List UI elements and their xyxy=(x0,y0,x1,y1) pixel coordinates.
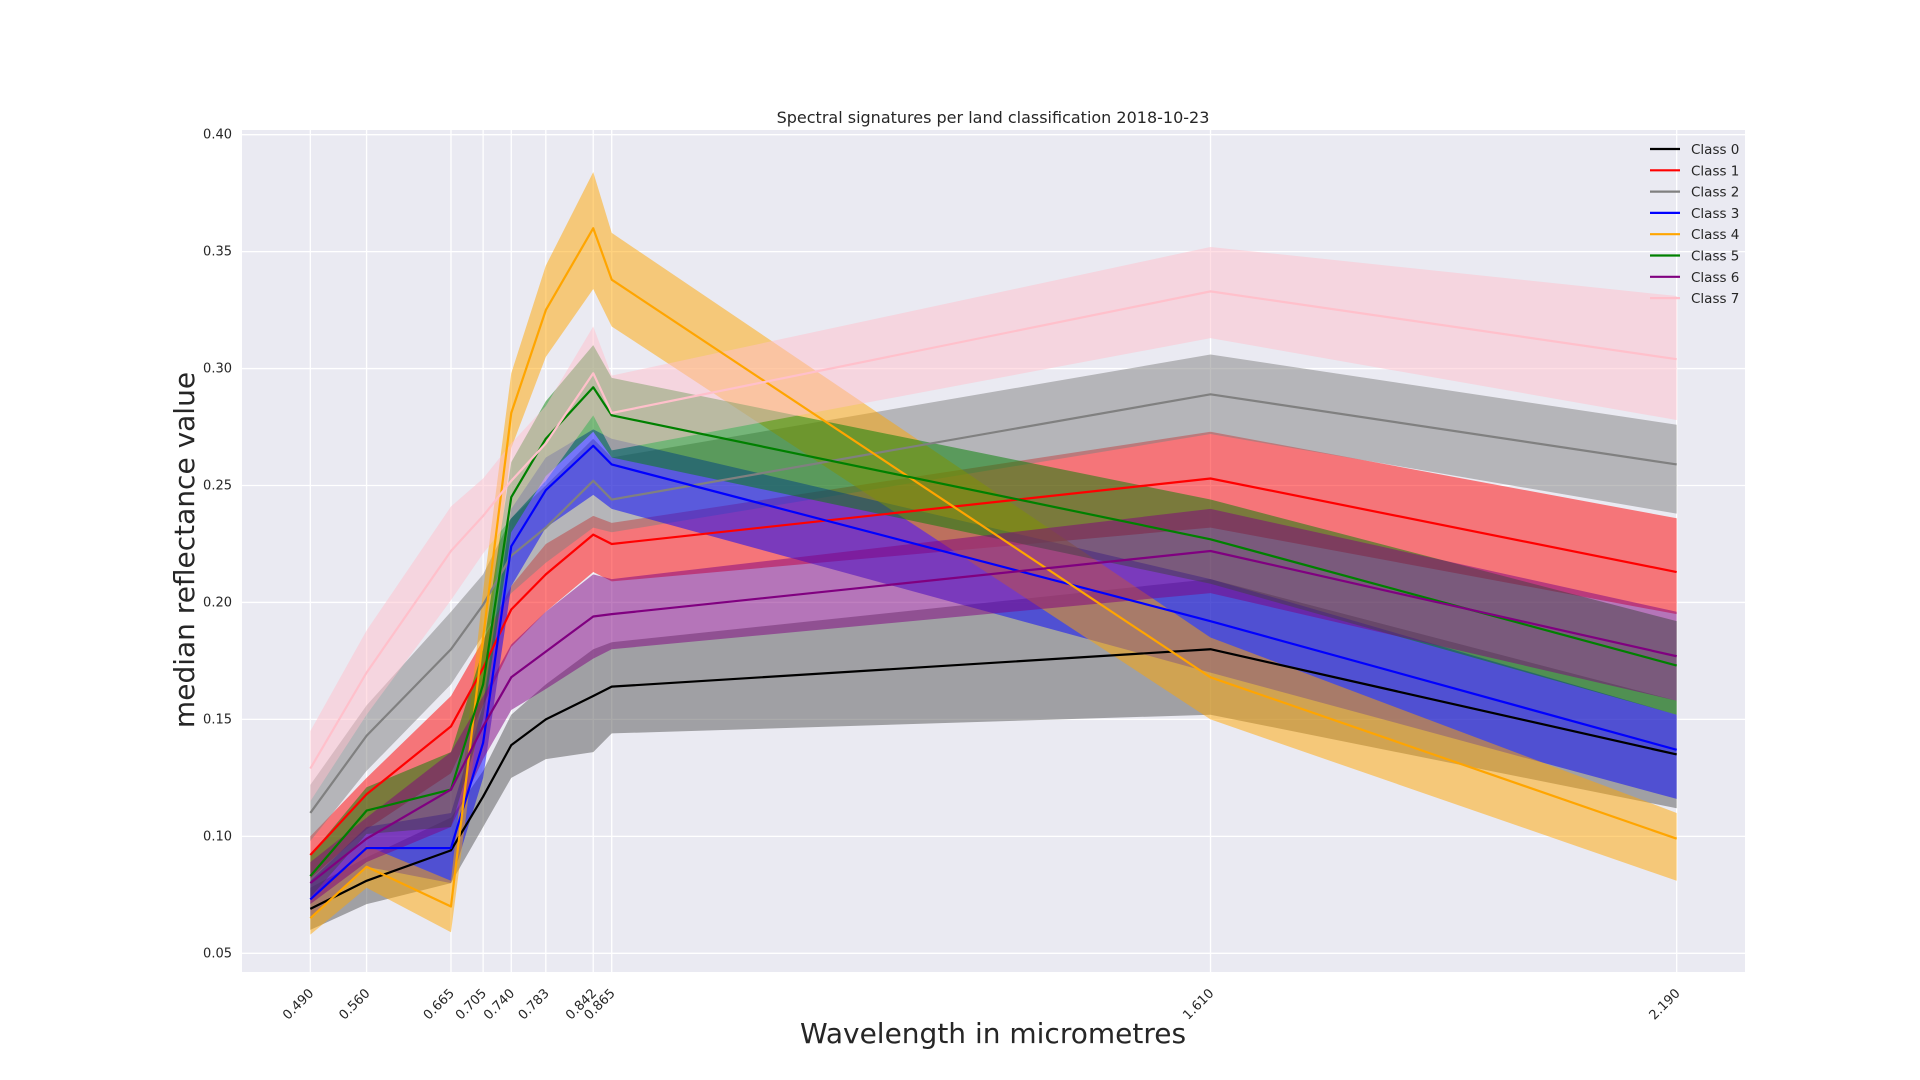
series-line-class-4 xyxy=(309,227,1678,920)
series-line-class-5 xyxy=(309,386,1677,877)
legend-label: Class 2 xyxy=(1691,185,1739,201)
series-line-class-1 xyxy=(309,477,1677,856)
series-line-class-3 xyxy=(309,444,1677,901)
legend-label: Class 1 xyxy=(1691,163,1739,179)
x-tick-label: 0.560 xyxy=(336,986,373,1023)
legend-label: Class 7 xyxy=(1691,291,1739,307)
legend-label: Class 0 xyxy=(1691,142,1739,158)
y-tick-label: 0.35 xyxy=(203,245,232,260)
x-tick-label: 2.190 xyxy=(1647,986,1684,1023)
y-tick-label: 0.10 xyxy=(203,829,232,844)
legend-label: Class 6 xyxy=(1691,270,1739,286)
legend-label: Class 4 xyxy=(1691,227,1739,243)
series-line-class-2 xyxy=(309,393,1677,814)
legend-label: Class 5 xyxy=(1691,249,1739,265)
chart-title: Spectral signatures per land classificat… xyxy=(777,108,1210,127)
y-tick-label: 0.25 xyxy=(203,479,232,494)
series-lines xyxy=(309,227,1678,920)
error-band-class-6 xyxy=(310,508,1677,905)
y-tick-label: 0.20 xyxy=(203,595,232,610)
legend: Class 0 Class 1 Class 2 Class 3 Class 4 Class… xyxy=(1650,142,1739,307)
x-tick-label: 0.783 xyxy=(516,986,553,1023)
y-axis-label: median reflectance value xyxy=(168,372,201,728)
x-tick-label: 0.705 xyxy=(453,986,490,1023)
y-tick-label: 0.40 xyxy=(203,128,232,143)
legend-label: Class 3 xyxy=(1691,206,1739,222)
y-tick-labels: 0.05 0.10 0.15 0.20 0.25 0.30 0.35 0.40 xyxy=(203,128,232,962)
x-tick-label: 0.665 xyxy=(421,986,458,1023)
x-axis-label: Wavelength in micrometres xyxy=(800,1017,1186,1050)
x-tick-label: 0.490 xyxy=(280,986,317,1023)
y-tick-label: 0.05 xyxy=(203,946,232,961)
x-tick-label: 0.740 xyxy=(481,986,518,1023)
series-line-class-7 xyxy=(309,290,1677,770)
error-band-class-7 xyxy=(310,246,1677,802)
y-tick-label: 0.30 xyxy=(203,362,232,377)
y-tick-label: 0.15 xyxy=(203,712,232,727)
series-line-class-6 xyxy=(309,549,1677,884)
series-line-class-0 xyxy=(309,648,1677,910)
